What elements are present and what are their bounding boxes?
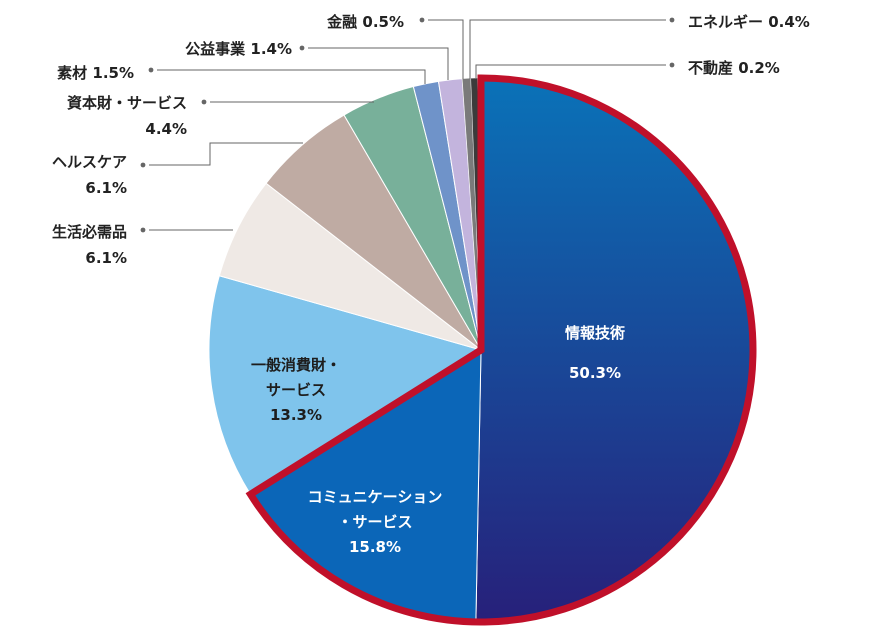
slice-7-label: 素材 1.5% — [57, 64, 134, 82]
slice-9-leader-line — [428, 19, 464, 79]
slice-2-label: コミュニケーション・サービス 15.8% — [308, 488, 443, 556]
leader-lines — [140, 17, 675, 233]
slice-8-label: 公益事業 1.4% — [185, 40, 292, 58]
slice-5-leader-dot — [140, 162, 146, 168]
slice-3-wedge — [208, 275, 483, 495]
slice-1-wedge — [475, 77, 754, 623]
slice-6-leader-dot — [201, 99, 207, 105]
slice-7-leader-line — [157, 69, 426, 84]
slice-8-leader-dot — [299, 45, 305, 51]
slice-5-leader-line — [149, 142, 303, 166]
slice-8-leader-line — [308, 47, 449, 80]
slice-10-leader-line — [469, 19, 666, 79]
slice-7-leader-dot — [148, 67, 154, 73]
slice-11-label: 不動産 0.2% — [688, 59, 780, 77]
pie-slices — [208, 77, 754, 623]
slice-11-leader-line — [475, 64, 666, 78]
slice-10-leader-dot — [669, 17, 675, 23]
slice-4-label: 生活必需品 6.1% — [52, 223, 127, 267]
slice-5-label: ヘルスケア 6.1% — [52, 153, 127, 197]
slice-11-leader-dot — [669, 62, 675, 68]
slice-9-label: 金融 0.5% — [326, 13, 404, 31]
slice-1-label: 情報技術 50.3% — [565, 324, 625, 382]
highlight-outline — [245, 74, 757, 626]
slice-labels: 情報技術 50.3% コミュニケーション・サービス 15.8% 一般消費財・サービス 13… — [52, 13, 810, 556]
slice-3-label: 一般消費財・サービス 13.3% — [251, 356, 341, 424]
slice-6-label: 資本財・サービス 4.4% — [67, 94, 187, 138]
slice-10-label: エネルギー 0.4% — [688, 13, 810, 31]
highlight-border — [245, 74, 757, 626]
slice-9-leader-dot — [419, 17, 425, 23]
slice-4-leader-dot — [140, 227, 146, 233]
